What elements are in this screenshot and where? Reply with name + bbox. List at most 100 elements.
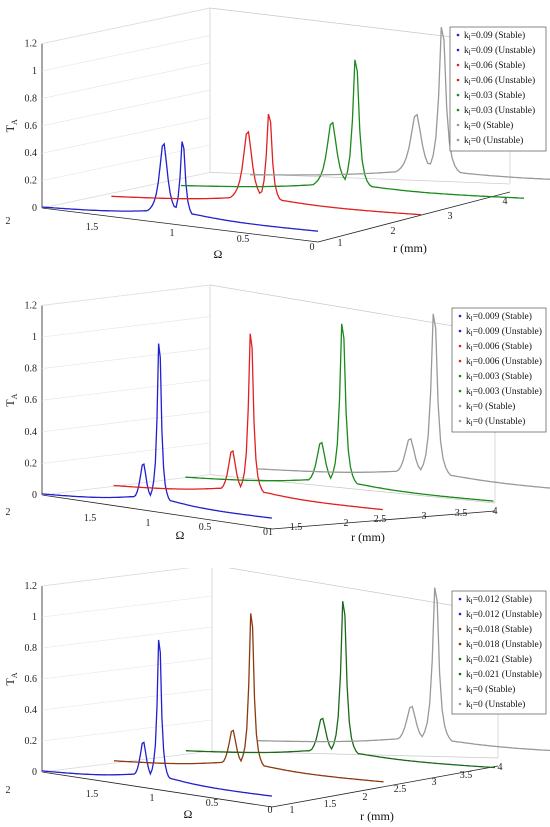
legend-marker	[456, 93, 460, 97]
legend-entry-sub: l	[471, 390, 473, 398]
legend-marker	[458, 389, 462, 393]
legend: kl=0.09 (Stable) kl=0.09 (Unstable) kl=0.0…	[449, 26, 547, 152]
legend-marker	[456, 63, 460, 67]
z-grid-line	[41, 316, 211, 338]
legend-entry-sub: l	[471, 405, 473, 413]
r-tick-label: 4	[498, 762, 503, 773]
legend-marker	[458, 597, 462, 601]
z-grid-line	[41, 117, 211, 154]
legend-marker	[458, 657, 462, 661]
r-axis-label: r (mm)	[351, 530, 385, 544]
r-axis-line	[317, 191, 511, 243]
omega-tick-label: 2	[6, 216, 11, 227]
z-grid-line	[41, 284, 211, 306]
omega-tick-label: 01	[263, 527, 273, 538]
r-tick-label: 2.5	[374, 514, 387, 525]
z-axis-label: TA	[3, 119, 19, 132]
series-curve	[111, 113, 422, 216]
omega-axis-label: Ω	[214, 247, 223, 261]
z-tick-label: 1.2	[25, 39, 38, 50]
z-tick-label: 1.2	[25, 300, 38, 311]
legend-entry-rest: =0.012 (Unstable)	[473, 609, 542, 620]
legend-entry-sub: l	[469, 64, 471, 72]
omega-tick-label: 2	[6, 507, 11, 518]
legend-entry: kl=0.012 (Stable)	[466, 594, 532, 606]
z-grid-line	[41, 411, 211, 433]
legend-entry: kl=0.006 (Stable)	[466, 341, 532, 353]
legend-entry-sub: l	[471, 703, 473, 711]
series-curve	[257, 313, 550, 489]
legend-marker	[458, 314, 462, 318]
legend-entry-sub: l	[471, 375, 473, 383]
legend-marker	[458, 702, 462, 706]
legend-entry-rest: =0 (Unstable)	[473, 699, 526, 710]
chart-panel-2: 0 0.2 0.4 0.6 0.8 1 1.2 2 1.5 1 0.5 01 1.5 2 2.5 3 3.5 4 T…	[3, 284, 550, 544]
legend-entry-sub: l	[469, 49, 471, 57]
legend-entry-sub: l	[471, 330, 473, 338]
series-curve	[41, 343, 273, 519]
axes-frame	[41, 284, 496, 530]
z-tick-label: 0	[32, 203, 37, 214]
z-axis-label: TA	[3, 672, 19, 685]
series-curve	[250, 27, 550, 180]
z-tick-label: 0.4	[25, 705, 38, 716]
r-tick-label: 3	[448, 211, 453, 222]
omega-tick-label: 0.5	[199, 522, 212, 533]
omega-axis-label: Ω	[176, 528, 185, 542]
z-tick-label: 0.4	[25, 148, 38, 159]
chart-panel-3: 0 0.2 0.4 0.6 0.8 1 1.2 2 1.5 1 0.5 0 1 1.5 2 2.5 3 3.5 4 T…	[3, 568, 550, 823]
z-tick-label: 1	[32, 332, 37, 343]
legend-entry: kl=0.09 (Stable)	[464, 30, 525, 42]
z-tick-label: 0.6	[25, 674, 38, 685]
top-left-edge	[41, 568, 191, 587]
legend-entry: kl=0.06 (Unstable)	[464, 75, 535, 87]
legend-marker	[458, 329, 462, 333]
legend-marker	[458, 344, 462, 348]
legend-marker	[458, 687, 462, 691]
z-tick-label: 0.2	[25, 176, 38, 187]
legend-entry: kl=0 (Stable)	[466, 401, 515, 413]
omega-tick-label: 0	[268, 805, 273, 816]
z-grid-line	[41, 62, 211, 99]
legend-entry: kl=0.018 (Stable)	[466, 624, 532, 636]
legend-entry-rest: =0.009 (Stable)	[473, 311, 532, 322]
legend-entry-sub: l	[469, 94, 471, 102]
legend-entry-sub: l	[469, 139, 471, 147]
legend-entry: kl=0.003 (Unstable)	[466, 386, 542, 398]
omega-tick-label: 0	[310, 242, 315, 253]
r-axis-line	[271, 765, 499, 808]
omega-tick-label: 1	[170, 228, 175, 239]
omega-tick-label: 0.5	[206, 798, 219, 809]
legend-entry: kl=0.021 (Unstable)	[466, 669, 542, 681]
series-curve	[41, 141, 319, 232]
legend-entry-rest: =0 (Stable)	[471, 120, 514, 131]
legend-entry: kl=0.021 (Stable)	[466, 654, 532, 666]
z-tick-label: 0.6	[25, 121, 38, 132]
z-tick-label: 0.8	[25, 643, 38, 654]
legend-marker	[456, 138, 460, 142]
legend-entry: kl=0.03 (Unstable)	[464, 105, 535, 117]
omega-axis-label: Ω	[184, 807, 193, 821]
legend-entry: kl=0 (Unstable)	[466, 699, 525, 711]
legend-entry-rest: =0.09 (Stable)	[471, 30, 525, 41]
legend: kl=0.009 (Stable) kl=0.009 (Unstable) kl=0…	[451, 307, 547, 433]
legend-entry: kl=0.003 (Stable)	[466, 371, 532, 383]
legend-entry: kl=0.012 (Unstable)	[466, 609, 542, 621]
z-tick-label: 0.6	[25, 395, 38, 406]
legend-entry-rest: =0.018 (Unstable)	[473, 639, 542, 650]
legend-entry-rest: =0.003 (Stable)	[473, 371, 532, 382]
r-axis-label: r (mm)	[360, 809, 394, 823]
legend-marker	[456, 48, 460, 52]
legend-entry-rest: =0.03 (Stable)	[471, 90, 525, 101]
legend-entry-rest: =0.06 (Unstable)	[471, 75, 535, 86]
r-tick-label: 3	[422, 511, 427, 522]
legend-box	[451, 590, 547, 715]
r-tick-label: 4	[503, 196, 508, 207]
legend-entry-sub: l	[471, 658, 473, 666]
legend-marker	[458, 672, 462, 676]
legend: kl=0.012 (Stable) kl=0.012 (Unstable) kl=0…	[451, 590, 547, 715]
legend-entry-sub: l	[471, 673, 473, 681]
legend-entry-rest: =0.021 (Unstable)	[473, 669, 542, 680]
axes-frame	[41, 568, 499, 808]
legend-entry-rest: =0 (Stable)	[473, 684, 516, 695]
